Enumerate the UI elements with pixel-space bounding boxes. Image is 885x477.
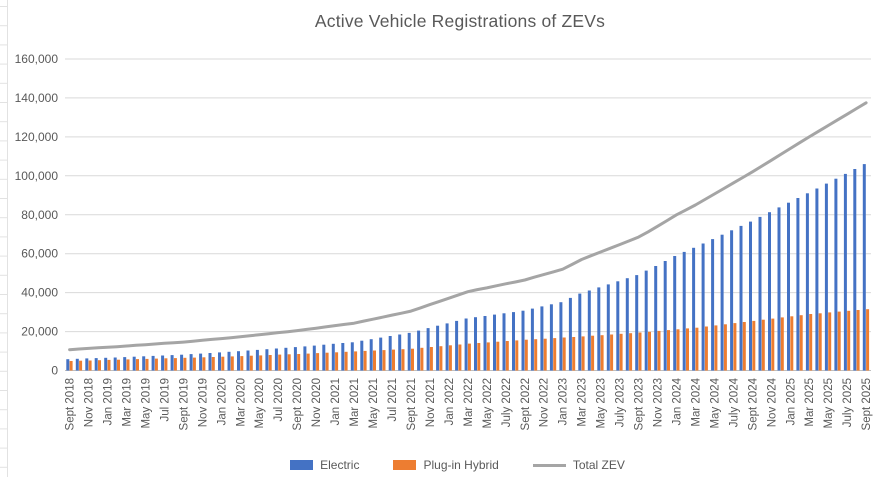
svg-text:100,000: 100,000: [15, 169, 59, 183]
svg-text:Nov 2020: Nov 2020: [311, 378, 323, 427]
svg-text:Sept 2022: Sept 2022: [520, 378, 532, 430]
electric-swatch-icon: [290, 460, 314, 470]
svg-text:July 2022: July 2022: [501, 378, 513, 427]
svg-text:Sept 2019: Sept 2019: [178, 378, 190, 430]
svg-text:Sept 2025: Sept 2025: [861, 378, 873, 430]
svg-text:80,000: 80,000: [21, 208, 58, 222]
svg-text:160,000: 160,000: [15, 52, 59, 66]
svg-text:Mar 2024: Mar 2024: [690, 377, 702, 426]
svg-text:40,000: 40,000: [21, 286, 58, 300]
svg-text:Jan 2023: Jan 2023: [558, 378, 570, 425]
svg-text:Nov 2023: Nov 2023: [653, 378, 665, 427]
svg-text:Mar 2025: Mar 2025: [804, 378, 816, 427]
svg-text:May 2022: May 2022: [482, 378, 494, 429]
total-zev-line-swatch-icon: [532, 463, 566, 467]
svg-text:Nov 2019: Nov 2019: [197, 378, 209, 427]
legend-label-electric: Electric: [320, 458, 360, 472]
svg-text:Jul 2020: Jul 2020: [273, 378, 285, 421]
svg-text:Jan 2024: Jan 2024: [671, 377, 683, 425]
svg-text:Nov 2021: Nov 2021: [425, 378, 437, 427]
svg-text:July 2025: July 2025: [842, 378, 854, 427]
svg-text:0: 0: [51, 364, 58, 378]
svg-text:July 2023: July 2023: [615, 378, 627, 427]
svg-text:140,000: 140,000: [15, 91, 59, 105]
svg-text:May 2019: May 2019: [140, 378, 152, 429]
svg-text:Sept 2020: Sept 2020: [292, 378, 304, 430]
svg-text:Nov 2024: Nov 2024: [766, 377, 778, 427]
bars-plug-in-hybrid: [69, 309, 870, 371]
svg-text:Jan 2022: Jan 2022: [444, 378, 456, 425]
worksheet-gridline-edge: [0, 0, 8, 477]
svg-text:Mar 2021: Mar 2021: [349, 378, 361, 427]
svg-text:May 2025: May 2025: [823, 378, 835, 429]
svg-text:Mar 2022: Mar 2022: [463, 378, 475, 427]
svg-text:Jan 2021: Jan 2021: [330, 378, 342, 425]
y-axis-labels: 0 20,000 40,000 60,000 80,000 100,000 120,000 1…: [15, 52, 59, 378]
total-zev-line: [68, 101, 868, 352]
svg-text:May 2023: May 2023: [596, 378, 608, 429]
svg-text:Nov 2018: Nov 2018: [84, 378, 96, 427]
legend-item-total-zev: Total ZEV: [532, 458, 625, 472]
svg-text:Sept 2018: Sept 2018: [65, 378, 77, 430]
svg-text:Mar 2019: Mar 2019: [121, 378, 133, 427]
svg-text:Mar 2020: Mar 2020: [235, 378, 247, 427]
legend-label-total-zev: Total ZEV: [572, 458, 625, 472]
legend: Electric Plug-in Hybrid Total ZEV: [30, 458, 885, 472]
svg-text:Jul 2019: Jul 2019: [159, 378, 171, 421]
svg-text:Jan 2019: Jan 2019: [103, 378, 115, 425]
svg-text:60,000: 60,000: [21, 247, 58, 261]
svg-text:Sept 2023: Sept 2023: [634, 378, 646, 430]
y-gridlines: [65, 58, 871, 333]
svg-text:Nov 2022: Nov 2022: [539, 378, 551, 427]
bars-electric: [66, 164, 866, 371]
svg-text:Jan 2025: Jan 2025: [785, 378, 797, 425]
svg-text:120,000: 120,000: [15, 130, 59, 144]
legend-label-plug-in-hybrid: Plug-in Hybrid: [423, 458, 499, 472]
svg-text:Jul 2021: Jul 2021: [387, 378, 399, 421]
svg-text:May 2020: May 2020: [254, 378, 266, 429]
svg-text:May 2024: May 2024: [709, 377, 721, 428]
legend-item-plug-in-hybrid: Plug-in Hybrid: [393, 458, 499, 472]
legend-item-electric: Electric: [290, 458, 359, 472]
svg-text:July 2024: July 2024: [728, 377, 740, 427]
svg-text:Sept 2024: Sept 2024: [747, 377, 759, 430]
svg-text:20,000: 20,000: [21, 325, 58, 339]
chart-title: Active Vehicle Registrations of ZEVs: [314, 11, 606, 31]
svg-text:Jan 2020: Jan 2020: [216, 378, 228, 425]
x-axis-labels: Sept 2018 Nov 2018 Jan 2019 Mar 2019 May 201…: [65, 377, 874, 430]
svg-text:Sept 2021: Sept 2021: [406, 378, 418, 430]
svg-text:Mar 2023: Mar 2023: [577, 378, 589, 427]
svg-text:May 2021: May 2021: [368, 378, 380, 429]
plug-in-hybrid-swatch-icon: [393, 460, 417, 470]
